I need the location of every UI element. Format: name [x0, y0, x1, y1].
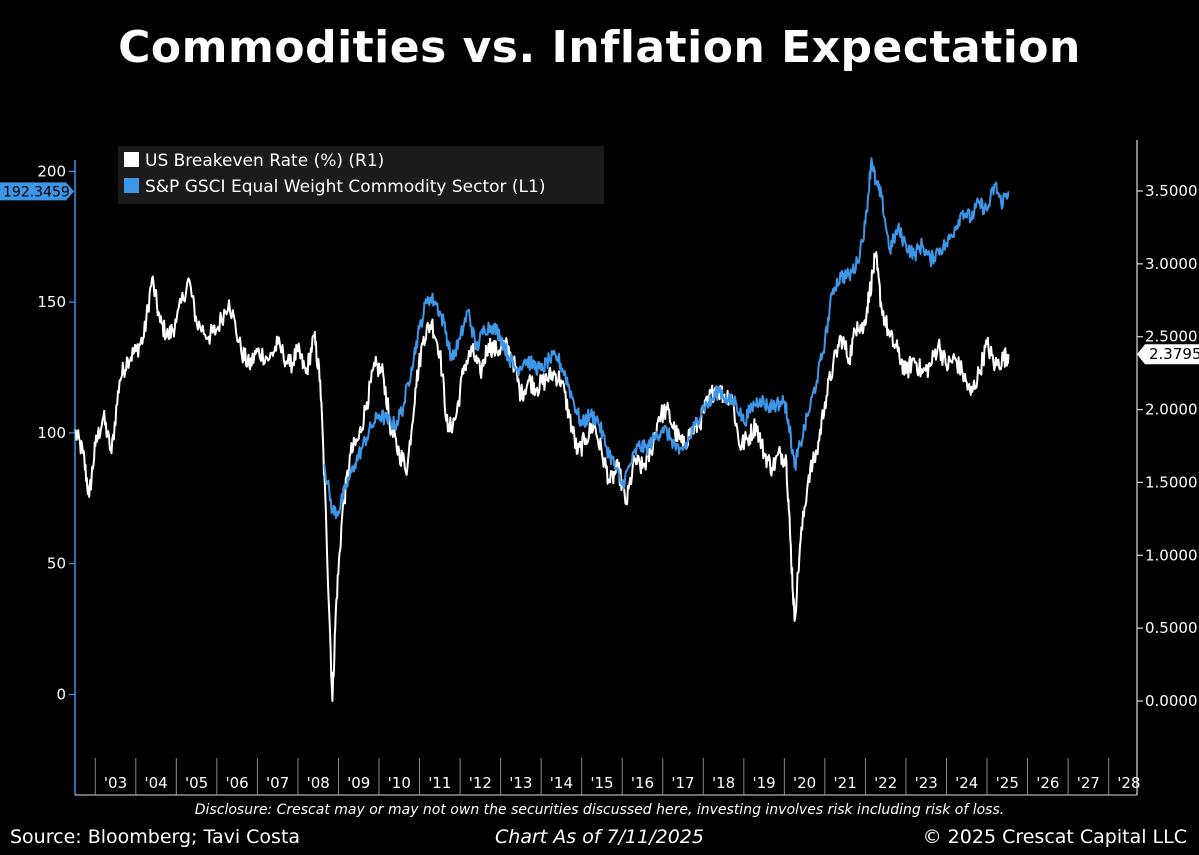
x-tick-label: '10	[388, 774, 411, 792]
right-tick-label: 1.5000	[1145, 473, 1198, 491]
x-tick-label: '19	[752, 774, 775, 792]
x-tick-label: '28	[1117, 774, 1140, 792]
right-tick-label: 3.5000	[1145, 182, 1198, 200]
x-tick-label: '21	[834, 774, 857, 792]
x-tick-label: '06	[226, 774, 249, 792]
x-tick-label: '23	[915, 774, 938, 792]
legend-label-breakeven: US Breakeven Rate (%) (R1)	[145, 151, 384, 171]
right-tick-label: 1.0000	[1145, 546, 1198, 564]
x-tick-label: '07	[266, 774, 289, 792]
x-tick-label: '08	[307, 774, 330, 792]
right-tick-label: 3.0000	[1145, 255, 1198, 273]
x-tick-label: '15	[590, 774, 613, 792]
x-tick-label: '16	[631, 774, 654, 792]
last-value-label-commodity: 192.3459	[3, 184, 70, 200]
left-tick-label: 200	[37, 162, 66, 180]
x-tick-label: '11	[428, 774, 451, 792]
x-tick-label: '20	[793, 774, 816, 792]
chart-title: Commodities vs. Inflation Expectation	[118, 22, 1081, 73]
left-tick-label: 150	[37, 293, 66, 311]
left-tick-label: 100	[37, 424, 66, 442]
series-line-commodity	[323, 157, 1010, 520]
last-value-labels: 192.3459 2.3795	[0, 182, 1199, 365]
legend-swatch-breakeven	[124, 152, 139, 167]
left-tick-label: 0	[56, 685, 66, 703]
right-tick-label: 0.0000	[1145, 692, 1198, 710]
right-tick-label: 2.0000	[1145, 401, 1198, 419]
right-y-axis: 0.0000 0.5000 1.0000 1.5000 2.0000 2.5000 3.00…	[1137, 182, 1198, 710]
x-tick-label: '25	[996, 774, 1019, 792]
chart-plot: US Breakeven Rate (%) (R1) S&P GSCI Equa…	[0, 140, 1199, 796]
x-axis: '03 '04 '05 '06 '07 '08 '09 '10 '11 '12 '13 '14 '15 '…	[94, 758, 1141, 795]
series-lines	[74, 157, 1010, 702]
last-value-tag-commodity	[0, 182, 74, 201]
legend: US Breakeven Rate (%) (R1) S&P GSCI Equa…	[118, 146, 604, 204]
x-tick-label: '05	[185, 774, 208, 792]
axes	[74, 140, 1138, 796]
x-tick-label: '13	[509, 774, 532, 792]
copyright-text: © 2025 Crescat Capital LLC	[922, 826, 1187, 848]
x-tick-label: '04	[144, 774, 167, 792]
right-tick-label: 2.5000	[1145, 328, 1198, 346]
disclosure-text: Disclosure: Crescat may or may not own t…	[194, 802, 1005, 818]
left-y-axis: 0 50 100 150 200	[37, 162, 75, 703]
x-tick-label: '22	[874, 774, 897, 792]
last-value-label-breakeven: 2.3795	[1149, 345, 1199, 363]
x-tick-label: '26	[1036, 774, 1059, 792]
chart-as-of-text: Chart As of 7/11/2025	[495, 826, 704, 848]
left-tick-label: 50	[47, 555, 66, 573]
x-tick-label: '27	[1077, 774, 1100, 792]
last-value-tag-breakeven	[1137, 344, 1199, 365]
source-text: Source: Bloomberg; Tavi Costa	[10, 826, 301, 848]
x-tick-label: '12	[469, 774, 492, 792]
x-tick-label: '09	[347, 774, 370, 792]
right-tick-label: 0.5000	[1145, 619, 1198, 637]
legend-label-commodity: S&P GSCI Equal Weight Commodity Sector (…	[145, 177, 545, 197]
x-tick-label: '17	[671, 774, 694, 792]
series-line-breakeven	[74, 251, 1010, 702]
x-tick-label: '24	[955, 774, 978, 792]
x-tick-label: '03	[104, 774, 127, 792]
x-tick-label: '18	[712, 774, 735, 792]
legend-swatch-commodity	[124, 178, 139, 193]
x-tick-label: '14	[550, 774, 573, 792]
